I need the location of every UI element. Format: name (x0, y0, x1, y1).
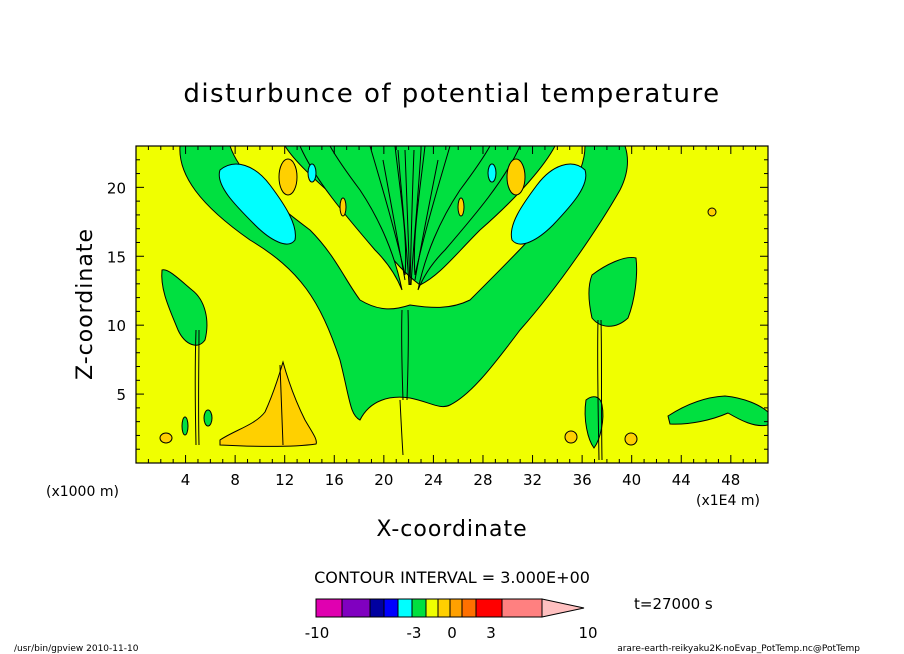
x-tick-label-9: 40 (622, 471, 641, 489)
time-label: t=27000 s (634, 595, 713, 613)
y-tick-label-2: 15 (107, 248, 126, 266)
colorbar-labels: -10 -3 0 3 10 (305, 624, 598, 642)
green-stripe-1 (299, 146, 403, 291)
colorbar-swatch-8 (449, 598, 463, 618)
orange-lower-triangle (219, 360, 317, 447)
green-stripe-3 (369, 146, 407, 276)
orange-blob-c1 (339, 197, 347, 217)
orange-lower-left (159, 432, 173, 444)
orange-blob-right (506, 158, 526, 196)
x-axis-label: X-coordinate (376, 517, 527, 542)
colorbar-swatch-0 (315, 598, 343, 618)
central-contours (382, 149, 439, 286)
footer-right: arare-earth-reikyaku2K-noEvap_PotTemp.nc… (617, 644, 860, 654)
x-unit-note-right: (x1E4 m) (696, 493, 760, 509)
colorbar-swatch-10 (475, 598, 503, 618)
orange-blob-far (707, 207, 717, 217)
y-tick-label-1: 10 (107, 317, 126, 335)
colorbar-arrow (541, 598, 585, 618)
footer-left: /usr/bin/gpview 2010-11-10 (14, 644, 139, 654)
y-axis-label: Z-coordinate (73, 228, 98, 380)
green-column-left-low (203, 409, 213, 427)
green-column-right (588, 256, 638, 327)
plot-field (136, 146, 768, 463)
x-axis-ticks: 4 8 12 16 20 24 28 32 36 40 44 48 (147, 146, 757, 489)
colorbar-label-3: 3 (486, 624, 496, 642)
cyan-region-right (510, 163, 587, 245)
y-tick-label-3: 20 (107, 179, 126, 197)
green-stripe-4 (413, 146, 451, 276)
x-tick-label-6: 28 (473, 471, 492, 489)
orange-lower-right-b (624, 432, 638, 446)
x-tick-label-8: 36 (573, 471, 592, 489)
green-column-left-low2 (181, 416, 189, 436)
x-tick-label-1: 8 (230, 471, 240, 489)
cyan-small-right (487, 163, 497, 183)
x-tick-label-0: 4 (181, 471, 191, 489)
column-contours (194, 309, 603, 461)
colorbar-swatch-4 (397, 598, 413, 618)
green-stripe-2 (417, 146, 521, 291)
green-right-patch (667, 395, 768, 427)
orange-lower-right-a (564, 430, 578, 444)
x-tick-label-10: 44 (672, 471, 691, 489)
x-tick-label-2: 12 (275, 471, 294, 489)
colorbar-label-2: 0 (447, 624, 457, 642)
colorbar-swatch-6 (425, 598, 439, 618)
orange-blob-left (278, 158, 298, 196)
x-tick-label-3: 16 (325, 471, 344, 489)
orange-blob-c2 (457, 197, 465, 217)
colorbar-label-0: -10 (305, 624, 330, 642)
x-tick-label-11: 48 (721, 471, 740, 489)
chart-title: disturbunce of potential temperature (183, 79, 720, 109)
contour-interval-label: CONTOUR INTERVAL = 3.000E+00 (314, 568, 590, 587)
plot-frame (135, 145, 769, 464)
colorbar-swatch-5 (411, 598, 427, 618)
colorbar-swatch-11 (501, 598, 543, 618)
colorbar-label-1: -3 (407, 624, 422, 642)
colorbar-swatch-3 (383, 598, 399, 618)
green-column-left (161, 269, 208, 346)
y-axis-ticks: 5 10 15 20 (107, 159, 768, 450)
colorbar-swatch-1 (341, 598, 371, 618)
cyan-region-left (218, 163, 296, 245)
colorbar-swatch-2 (369, 598, 385, 618)
colorbar (315, 598, 585, 618)
colorbar-swatch-9 (461, 598, 477, 618)
colorbar-label-4: 10 (578, 624, 597, 642)
x-tick-label-5: 24 (424, 471, 443, 489)
colorbar-swatch-7 (437, 598, 451, 618)
x-tick-label-7: 32 (523, 471, 542, 489)
y-tick-label-0: 5 (116, 386, 126, 404)
x-tick-label-4: 20 (374, 471, 393, 489)
x-unit-note-left: (x1000 m) (46, 484, 119, 500)
cyan-small-left (307, 163, 317, 183)
